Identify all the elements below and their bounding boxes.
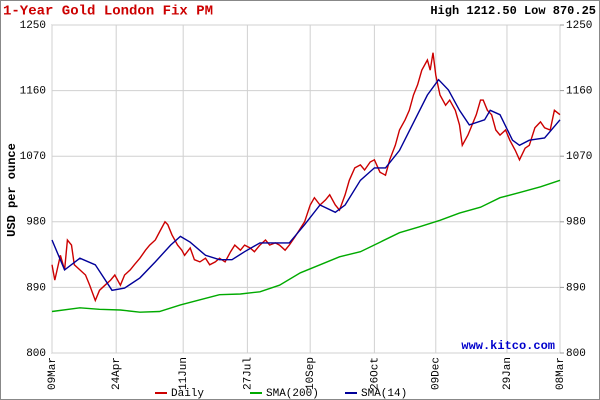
high-low: High 1212.50 Low 870.25 bbox=[430, 4, 596, 18]
series-line bbox=[51, 52, 561, 303]
y2-tick-label: 1160 bbox=[566, 86, 592, 98]
y-axis-title: USD per ounce bbox=[5, 143, 19, 237]
watermark: www.kitco.com bbox=[461, 339, 555, 353]
x-tick-label: 27Jul bbox=[242, 357, 254, 390]
x-tick-label: 29Jan bbox=[502, 357, 514, 390]
y2-tick-label: 1070 bbox=[566, 151, 592, 163]
y-tick-label: 980 bbox=[26, 217, 46, 229]
y-tick-label: 1160 bbox=[20, 86, 46, 98]
legend-label: SMA(200) bbox=[266, 388, 319, 400]
y-tick-label: 1070 bbox=[20, 151, 46, 163]
x-tick-label: 10Sep bbox=[305, 357, 317, 390]
legend-label: SMA(14) bbox=[361, 388, 407, 400]
plot-area bbox=[51, 24, 561, 354]
x-tick-label: 11Jun bbox=[178, 357, 190, 390]
x-tick-label: 08Mar bbox=[555, 357, 567, 390]
y2-tick-label: 890 bbox=[566, 282, 586, 294]
x-tick-label: 26Oct bbox=[369, 357, 381, 390]
legend-label: Daily bbox=[171, 388, 204, 400]
y-tick-label: 800 bbox=[26, 348, 46, 360]
y2-tick-label: 1250 bbox=[566, 20, 592, 32]
chart-title: 1-Year Gold London Fix PM bbox=[3, 4, 213, 20]
series-line bbox=[51, 179, 561, 313]
y-tick-label: 1250 bbox=[20, 20, 46, 32]
x-tick-label: 09Mar bbox=[47, 357, 59, 390]
y2-tick-label: 800 bbox=[566, 348, 586, 360]
series-line bbox=[51, 78, 561, 292]
y-tick-label: 890 bbox=[26, 282, 46, 294]
x-tick-label: 09Dec bbox=[431, 357, 443, 390]
y2-tick-label: 980 bbox=[566, 217, 586, 229]
x-tick-label: 24Apr bbox=[111, 357, 123, 390]
